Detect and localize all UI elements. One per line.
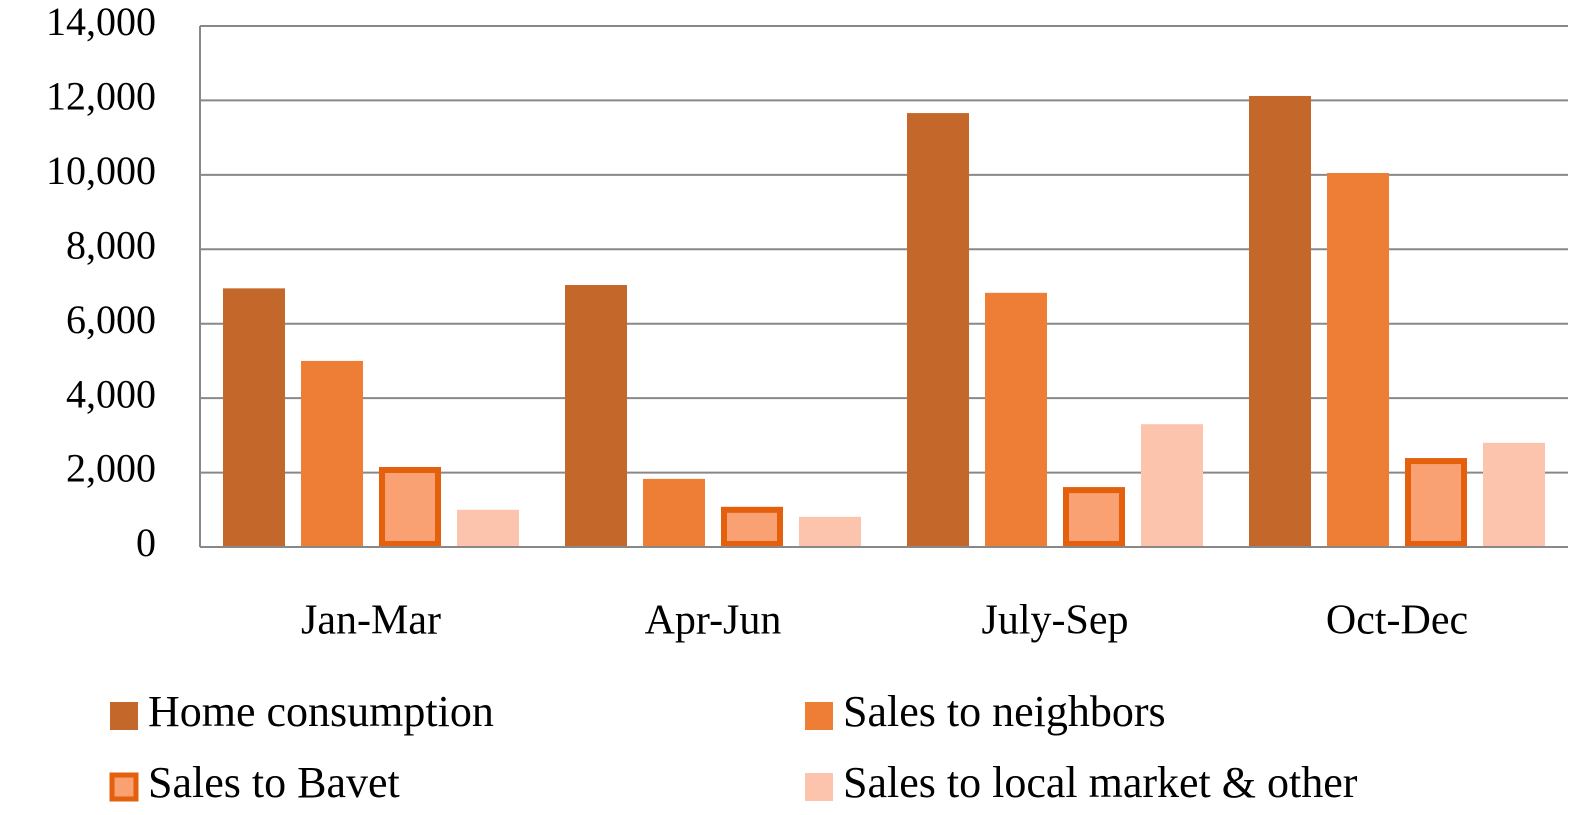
bar bbox=[1063, 487, 1125, 547]
y-tick-label: 4,000 bbox=[66, 371, 156, 416]
bar bbox=[799, 516, 861, 547]
legend-swatch bbox=[805, 773, 833, 801]
bar bbox=[223, 288, 285, 547]
bar bbox=[907, 113, 969, 548]
y-tick-label: 8,000 bbox=[66, 222, 156, 267]
y-tick-label: 12,000 bbox=[46, 74, 156, 119]
bar bbox=[457, 509, 519, 547]
legend-label: Sales to neighbors bbox=[843, 687, 1166, 736]
legend-label: Home consumption bbox=[148, 687, 494, 736]
bar bbox=[1405, 458, 1467, 548]
bar bbox=[1327, 172, 1389, 547]
bar bbox=[565, 285, 627, 547]
y-tick-label: 0 bbox=[136, 520, 156, 565]
x-tick-label: Jan-Mar bbox=[301, 598, 441, 644]
bar bbox=[1483, 442, 1545, 547]
x-tick-label: July-Sep bbox=[982, 598, 1129, 644]
y-tick-label: 14,000 bbox=[46, 0, 156, 44]
x-tick-label: Apr-Jun bbox=[645, 598, 782, 644]
y-tick-label: 10,000 bbox=[46, 148, 156, 193]
bar bbox=[301, 360, 363, 547]
bar bbox=[1249, 95, 1311, 547]
bar bbox=[721, 506, 783, 547]
y-tick-label: 2,000 bbox=[66, 446, 156, 491]
bar bbox=[985, 292, 1047, 547]
y-tick-label: 6,000 bbox=[66, 297, 156, 342]
legend-swatch bbox=[109, 772, 139, 802]
x-tick-label: Oct-Dec bbox=[1326, 598, 1468, 644]
legend-swatch bbox=[110, 702, 138, 730]
bar bbox=[1141, 424, 1203, 547]
legend-label: Sales to local market & other bbox=[843, 758, 1358, 807]
bar bbox=[643, 478, 705, 547]
legend-label: Sales to Bavet bbox=[148, 758, 400, 807]
legend-swatch bbox=[805, 702, 833, 730]
bar bbox=[379, 466, 441, 547]
